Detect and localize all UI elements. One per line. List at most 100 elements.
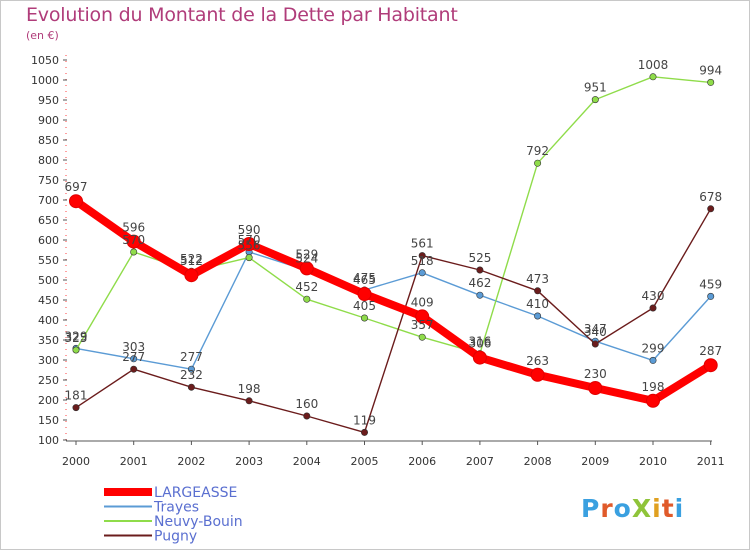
series-line-pugny <box>75 208 712 434</box>
data-label-largeasse: 287 <box>699 344 722 358</box>
data-labels: 6975965125905294654093062632301982873293… <box>65 58 723 428</box>
data-label-largeasse: 529 <box>295 247 318 261</box>
y-tick-label: 900 <box>38 114 59 127</box>
data-label-neuvy-bouin: 325 <box>65 331 88 345</box>
y-tick-label: 800 <box>38 154 59 167</box>
data-label-neuvy-bouin: 556 <box>238 239 261 253</box>
x-tick-label: 2003 <box>235 455 263 468</box>
svg-text:ProXiti: ProXiti <box>581 494 684 523</box>
series-lines <box>69 73 718 436</box>
data-label-largeasse: 263 <box>526 354 549 368</box>
data-label-pugny: 561 <box>411 237 434 251</box>
y-tick-label: 250 <box>38 374 59 387</box>
data-label-neuvy-bouin: 1008 <box>638 58 669 72</box>
data-point-pugny <box>707 205 715 213</box>
data-point-pugny <box>360 428 368 436</box>
data-label-trayes: 462 <box>468 276 491 290</box>
data-point-largeasse <box>299 261 314 276</box>
data-label-largeasse: 409 <box>411 295 434 309</box>
data-point-neuvy-bouin <box>360 314 368 322</box>
data-point-trayes <box>130 355 138 363</box>
data-label-trayes: 299 <box>642 341 665 355</box>
data-label-neuvy-bouin: 452 <box>295 280 318 294</box>
x-tick-label: 2000 <box>62 455 90 468</box>
data-point-pugny <box>591 340 599 348</box>
data-label-trayes: 347 <box>584 322 607 336</box>
data-point-trayes <box>476 291 484 299</box>
data-point-largeasse <box>703 358 718 373</box>
data-label-largeasse: 512 <box>180 254 203 268</box>
y-tick-label: 450 <box>38 294 59 307</box>
x-tick-label: 2002 <box>177 455 205 468</box>
data-label-pugny: 678 <box>699 190 722 204</box>
y-tick-label: 750 <box>38 174 59 187</box>
data-label-largeasse: 306 <box>468 337 491 351</box>
data-label-trayes: 518 <box>411 254 434 268</box>
y-tick-label: 150 <box>38 414 59 427</box>
data-point-largeasse <box>357 287 372 301</box>
x-tick-label: 2006 <box>408 455 436 468</box>
x-tick-label: 2010 <box>639 455 667 468</box>
data-label-pugny: 160 <box>295 397 318 411</box>
series-line-trayes <box>75 251 712 370</box>
data-label-neuvy-bouin: 357 <box>411 318 434 332</box>
data-label-pugny: 473 <box>526 272 549 286</box>
data-label-pugny: 198 <box>238 382 261 396</box>
data-point-neuvy-bouin <box>130 248 138 256</box>
data-label-trayes: 459 <box>699 277 722 291</box>
data-label-largeasse: 465 <box>353 273 376 287</box>
y-tick-label: 400 <box>38 314 59 327</box>
legend-label-neuvy-bouin: Neuvy-Bouin <box>154 514 243 530</box>
data-point-largeasse <box>415 309 430 324</box>
data-point-neuvy-bouin <box>534 159 542 167</box>
y-tick-label: 350 <box>38 334 59 347</box>
data-point-neuvy-bouin <box>303 295 311 303</box>
y-tick-label: 850 <box>38 134 59 147</box>
data-label-largeasse: 230 <box>584 367 607 381</box>
data-point-pugny <box>187 383 195 391</box>
data-point-largeasse <box>126 234 141 249</box>
data-point-pugny <box>245 397 253 405</box>
data-label-neuvy-bouin: 951 <box>584 81 607 95</box>
y-tick-label: 1050 <box>31 54 59 67</box>
data-label-trayes: 475 <box>353 271 376 285</box>
data-point-largeasse <box>646 393 660 408</box>
data-label-largeasse: 697 <box>65 180 88 194</box>
data-point-neuvy-bouin <box>245 254 253 262</box>
axes: 100 150 200 250 300 350 400 450 500 550 600 650 700 7… <box>31 54 725 468</box>
data-label-neuvy-bouin: 994 <box>699 63 722 77</box>
data-point-trayes <box>707 292 715 300</box>
y-tick-label: 200 <box>38 394 59 407</box>
data-point-neuvy-bouin <box>707 78 715 86</box>
chart-subtitle: (en €) <box>26 29 59 42</box>
data-label-trayes: 570 <box>238 233 261 247</box>
y-tick-label: 650 <box>38 214 59 227</box>
x-tick-label: 2001 <box>120 455 148 468</box>
chart-title: Evolution du Montant de la Dette par Hab… <box>26 4 458 26</box>
data-point-trayes <box>534 312 542 320</box>
data-point-pugny <box>130 365 138 373</box>
data-label-trayes: 303 <box>122 340 145 354</box>
y-tick-label: 1000 <box>31 74 59 87</box>
y-tick-label: 550 <box>38 254 59 267</box>
x-tick-label: 2011 <box>697 455 725 468</box>
data-point-pugny <box>534 287 542 295</box>
legend-label-pugny: Pugny <box>154 529 197 545</box>
data-point-neuvy-bouin <box>649 73 657 81</box>
data-label-neuvy-bouin: 570 <box>122 233 145 247</box>
series-line-neuvy-bouin <box>75 76 712 355</box>
data-label-pugny: 181 <box>65 389 88 403</box>
data-label-neuvy-bouin: 316 <box>468 335 491 349</box>
data-point-largeasse <box>69 194 83 209</box>
data-label-trayes: 277 <box>180 350 203 364</box>
data-label-pugny: 340 <box>584 325 607 339</box>
legend-label-trayes: Trayes <box>153 500 199 516</box>
y-tick-label: 600 <box>38 234 59 247</box>
y-tick-label: 700 <box>38 194 59 207</box>
x-tick-label: 2007 <box>466 455 494 468</box>
data-label-pugny: 119 <box>353 413 376 427</box>
data-point-pugny <box>649 304 657 312</box>
proxiti-logo: ProXiti <box>581 494 684 523</box>
data-point-neuvy-bouin <box>591 96 599 104</box>
